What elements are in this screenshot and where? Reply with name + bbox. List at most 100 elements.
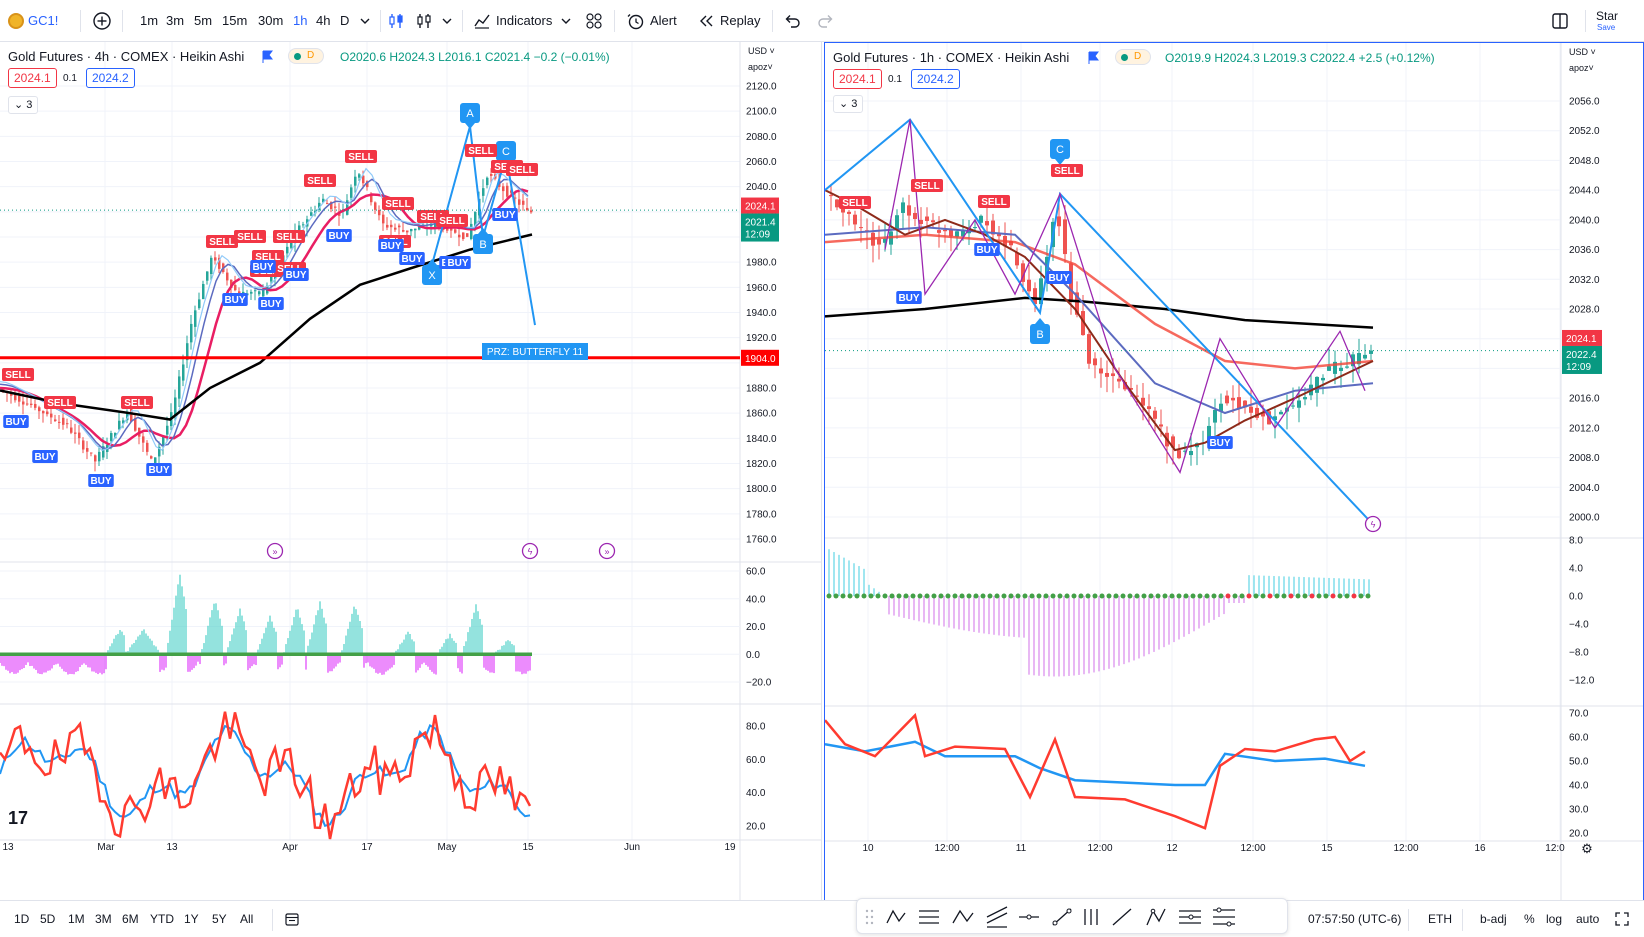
- right-indicator-count: 3: [851, 98, 858, 110]
- clock[interactable]: 07:57:50 (UTC-6): [1308, 912, 1402, 926]
- left-sell-price-button[interactable]: 2024.1: [8, 68, 57, 88]
- drag-handle-icon[interactable]: [865, 909, 874, 925]
- replay-button[interactable]: Replay: [720, 13, 761, 28]
- xabcd-pattern-icon[interactable]: [886, 909, 906, 924]
- left-chart-panel[interactable]: 1904.0 A C B X PRZ: BUTTERFLY 11 SELL SELL SELL S…: [0, 42, 822, 900]
- candle-body: [518, 199, 521, 205]
- goto-date-icon[interactable]: [284, 911, 300, 927]
- interval-d[interactable]: D: [340, 13, 350, 28]
- indicators-chevron-icon[interactable]: [556, 11, 576, 31]
- abc-pattern-icon[interactable]: [952, 909, 974, 924]
- redo-icon[interactable]: [816, 11, 836, 31]
- range-3m[interactable]: 3M: [95, 912, 112, 926]
- candle-body: [198, 299, 201, 309]
- range-1y[interactable]: 1Y: [184, 912, 199, 926]
- range-1d[interactable]: 1D: [14, 912, 30, 926]
- interval-1h[interactable]: 1h: [293, 13, 308, 28]
- indicators-button[interactable]: Indicators: [496, 13, 553, 28]
- fib-retracement-icon[interactable]: [1213, 907, 1235, 927]
- symbol-search-button[interactable]: GC1!: [28, 13, 59, 28]
- range-1m[interactable]: 1M: [68, 912, 85, 926]
- settings-gear-icon: ⚙: [1581, 841, 1593, 856]
- buy-signal-label: BUY: [401, 254, 422, 265]
- zero-line-dot: [1071, 593, 1077, 599]
- indicators-icon[interactable]: [472, 11, 492, 31]
- session-eth[interactable]: ETH: [1428, 912, 1452, 926]
- pitchfork-icon[interactable]: [1146, 908, 1166, 926]
- gann-box-icon[interactable]: [1179, 910, 1201, 924]
- range-ytd[interactable]: YTD: [150, 912, 174, 926]
- interval-15m[interactable]: 15m: [222, 13, 248, 28]
- zigzag-line: [884, 119, 1366, 474]
- candle-body: [1153, 410, 1157, 419]
- log-toggle[interactable]: log: [1546, 912, 1563, 926]
- flag-icon[interactable]: [261, 50, 275, 64]
- price-tick: 2036.0: [1569, 245, 1600, 256]
- event-marker-glyph: ϟ: [1371, 520, 1376, 530]
- left-spread: 0.1: [63, 73, 77, 84]
- price-tick: 2120.0: [746, 82, 777, 93]
- interval-30m[interactable]: 30m: [258, 13, 284, 28]
- candle-body: [1033, 288, 1037, 305]
- interval-4h[interactable]: 4h: [316, 13, 331, 28]
- butterfly-pattern-line: [825, 118, 1374, 526]
- candles-style-icon[interactable]: [414, 11, 434, 31]
- close-price-tag: [1562, 345, 1602, 374]
- replay-rewind-icon[interactable]: [696, 11, 716, 31]
- star-label[interactable]: Star: [1596, 9, 1619, 23]
- interval-dropdown-chevron-icon[interactable]: [355, 11, 375, 31]
- zero-line-dot: [1183, 593, 1189, 599]
- right-ohlc-close: C2022.4: [1309, 51, 1356, 65]
- right-sell-price-button[interactable]: 2024.1: [833, 69, 882, 89]
- range-5d[interactable]: 5D: [40, 912, 56, 926]
- left-collapse-indicators-button[interactable]: ⌄ 3: [8, 96, 39, 114]
- right-collapse-indicators-button[interactable]: ⌄ 3: [833, 95, 864, 113]
- horizontal-line-icon[interactable]: [1019, 914, 1039, 920]
- chart-type-chevron-icon[interactable]: [437, 11, 457, 31]
- buy-signal: [88, 474, 114, 487]
- buy-signal: [1046, 271, 1072, 284]
- percent-toggle[interactable]: %: [1524, 912, 1535, 926]
- sell-signal: [506, 163, 538, 176]
- left-ohlc-low: L2016.1: [438, 50, 482, 64]
- flag-icon[interactable]: [1087, 51, 1101, 65]
- range-all[interactable]: All: [240, 912, 254, 926]
- left-buy-price-button[interactable]: 2024.2: [86, 68, 135, 88]
- prz-label-box: [482, 343, 588, 360]
- fullscreen-icon[interactable]: [1614, 911, 1630, 927]
- alert-button[interactable]: Alert: [650, 13, 677, 28]
- right-buy-price-button[interactable]: 2024.2: [911, 69, 960, 89]
- buy-signal: [1207, 436, 1233, 449]
- undo-icon[interactable]: [782, 11, 802, 31]
- interval-1m[interactable]: 1m: [140, 13, 159, 28]
- parallel-channel-icon[interactable]: [986, 906, 1008, 928]
- auto-toggle[interactable]: auto: [1576, 912, 1600, 926]
- back-adjust-toggle[interactable]: b-adj: [1480, 912, 1507, 926]
- market-status-badge[interactable]: D: [288, 48, 324, 64]
- market-status-badge[interactable]: D: [1115, 49, 1151, 65]
- interval-5m[interactable]: 5m: [194, 13, 213, 28]
- buy-signal-label: BUY: [380, 241, 401, 252]
- bars-style-icon[interactable]: [386, 11, 406, 31]
- candle-body: [410, 229, 413, 232]
- zero-line-dot: [987, 593, 993, 599]
- compare-plus-icon[interactable]: [92, 11, 112, 31]
- long-position-icon[interactable]: [1084, 909, 1098, 925]
- templates-grid-icon[interactable]: [584, 11, 604, 31]
- alert-clock-icon[interactable]: [626, 11, 646, 31]
- right-chart-canvas[interactable]: C Bϟ SELL SELL SELL SELL BUY BUY BUY BUY USD ˅ apoz…: [825, 43, 1643, 901]
- zero-line-dot: [1001, 593, 1007, 599]
- save-label[interactable]: Save: [1597, 23, 1616, 32]
- trend-line-icon[interactable]: [1052, 908, 1072, 926]
- range-6m[interactable]: 6M: [122, 912, 139, 926]
- interval-3m[interactable]: 3m: [166, 13, 185, 28]
- ray-icon[interactable]: [1112, 908, 1132, 926]
- layout-split-icon[interactable]: [1550, 11, 1570, 31]
- time-tick: 13: [166, 842, 178, 853]
- range-5y[interactable]: 5Y: [212, 912, 227, 926]
- event-marker-glyph: ϟ: [528, 547, 533, 557]
- fib-channel-icon[interactable]: [919, 910, 939, 924]
- zero-line-dot: [1351, 593, 1357, 599]
